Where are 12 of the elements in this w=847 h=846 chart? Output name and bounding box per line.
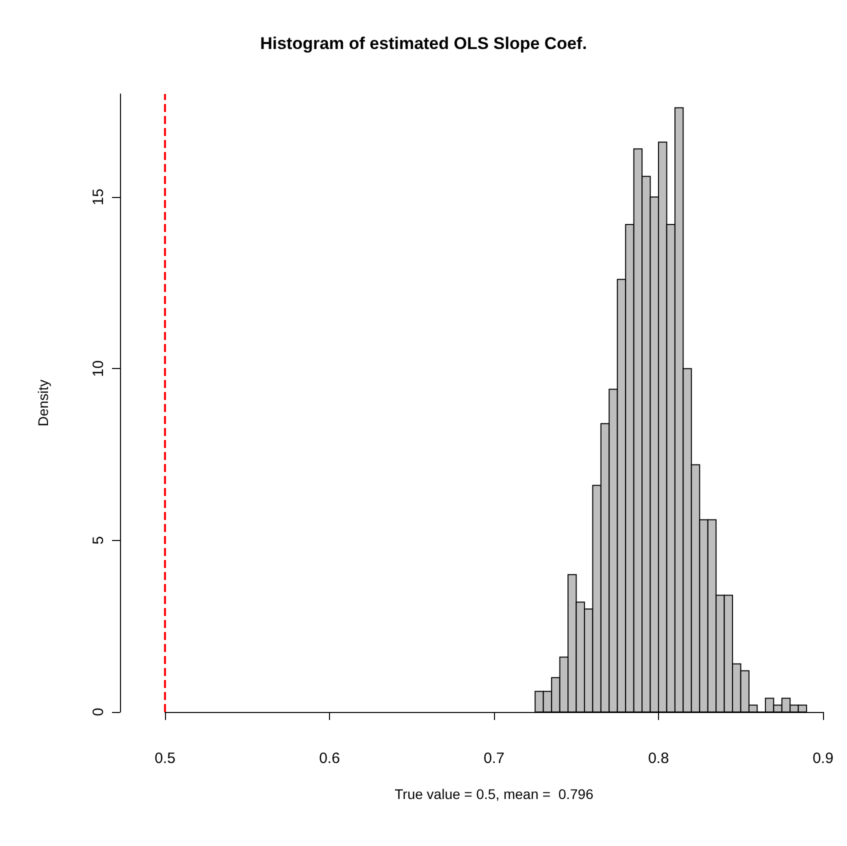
x-tick-label: 0.9 [812,750,834,767]
y-tick-label: 15 [90,188,107,206]
y-tick-label: 0 [90,708,107,716]
y-tick-label: 5 [90,536,107,545]
x-tick-label: 0.8 [648,750,669,767]
x-axis-title: True value = 0.5, mean = 0.796 [394,786,594,802]
x-tick-label: 0.7 [484,750,504,767]
x-tick-label: 0.5 [154,750,176,767]
x-tick-label: 0.6 [319,750,340,767]
chart-title: Histogram of estimated OLS Slope Coef. [260,34,587,53]
y-tick-label: 10 [90,360,107,378]
y-axis-title: Density [35,380,51,426]
